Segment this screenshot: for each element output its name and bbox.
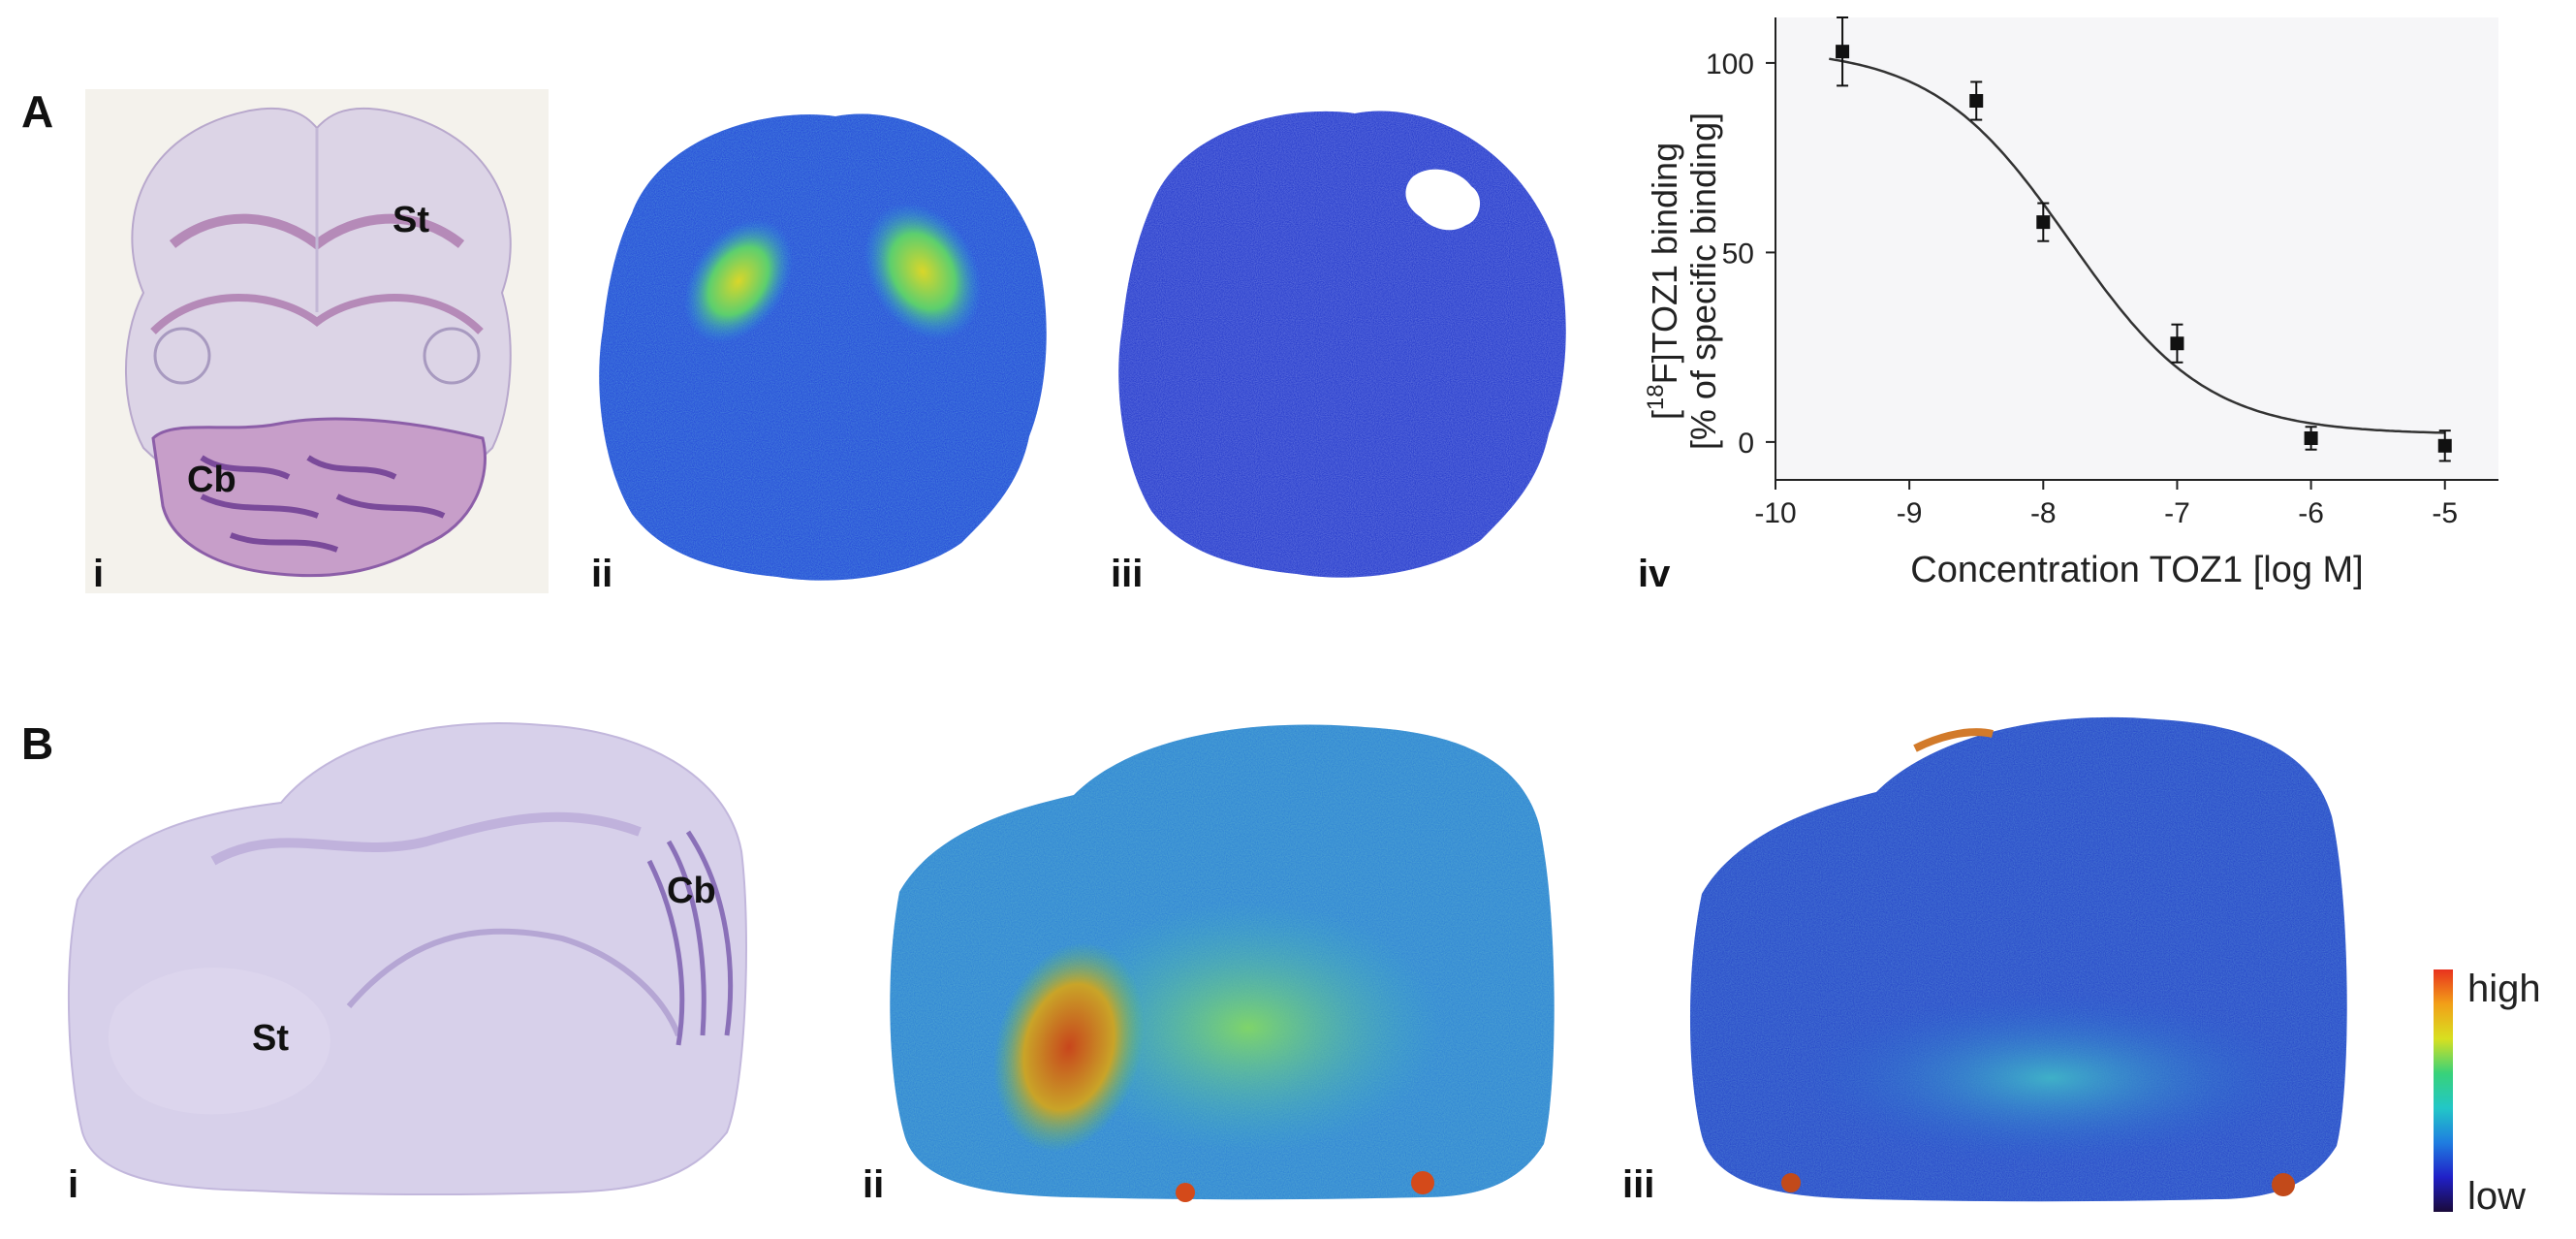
chart-ylabel-line2: [% of specific binding] [1683, 112, 1723, 450]
chart-data-point [2170, 336, 2184, 351]
panel-a-iii-autoradiogram [1118, 111, 1566, 578]
chart-data-point [2304, 430, 2318, 445]
chart-y-tick-label: 0 [1738, 428, 1754, 460]
panel-a-i-histology-image [85, 89, 549, 593]
chart-x-tick-label: -9 [1897, 497, 1923, 529]
panel-b-iii-autoradiogram [1689, 716, 2347, 1202]
region-label-cb: Cb [187, 460, 236, 500]
chart-data-point [1836, 45, 1850, 59]
chart-x-tick-label: -7 [2164, 497, 2190, 529]
panel-b-i-histology-image [67, 722, 747, 1196]
panel-a-ii-autoradiogram [599, 113, 1047, 581]
chart-ylabel-line1: [18F]TOZ1 binding [1643, 143, 1684, 420]
region-label-st-b: St [252, 1018, 289, 1059]
region-label-cb-b: Cb [667, 871, 716, 911]
subpanel-label-a-ii: ii [591, 553, 613, 595]
chart-y-tick-label: 100 [1706, 48, 1754, 80]
chart-plot-area: -10 -9 -8 -7 -6 -5 0 50 100 [1706, 16, 2498, 529]
chart-data-point [1969, 94, 1984, 109]
chart-x-tick-label: -5 [2432, 497, 2458, 529]
chart-data-point [2036, 215, 2051, 230]
colorbar-high-label: high [2467, 968, 2541, 1010]
subpanel-label-a-iv: iv [1638, 553, 1671, 595]
chart-y-tick-label: 50 [1722, 238, 1754, 270]
subpanel-label-b-i: i [68, 1163, 79, 1206]
subpanel-label-b-iii: iii [1622, 1163, 1655, 1206]
region-label-st: St [393, 200, 429, 240]
colorbar-low-label: low [2467, 1175, 2527, 1218]
chart-x-tick-label: -10 [1754, 497, 1796, 529]
subpanel-label-a-i: i [93, 553, 105, 595]
chart-x-tick-label: -8 [2030, 497, 2057, 529]
chart-xlabel: Concentration TOZ1 [log M] [1910, 550, 2364, 590]
chart-fit-curve [1829, 57, 2445, 434]
chart-background [1775, 17, 2498, 480]
panel-b-ii-autoradiogram [890, 724, 1555, 1202]
chart-data-point [2437, 438, 2452, 453]
subpanel-label-b-ii: ii [863, 1163, 885, 1206]
subpanel-label-a-iii: iii [1111, 553, 1144, 595]
colorbar [2434, 969, 2453, 1212]
chart-x-tick-label: -6 [2298, 497, 2324, 529]
panel-a-iv-chart: -10 -9 -8 -7 -6 -5 0 50 100 [18F]TOZ1 binding [%… [1643, 16, 2498, 590]
panel-letter-b: B [21, 718, 54, 769]
panel-letter-a: A [21, 86, 54, 137]
